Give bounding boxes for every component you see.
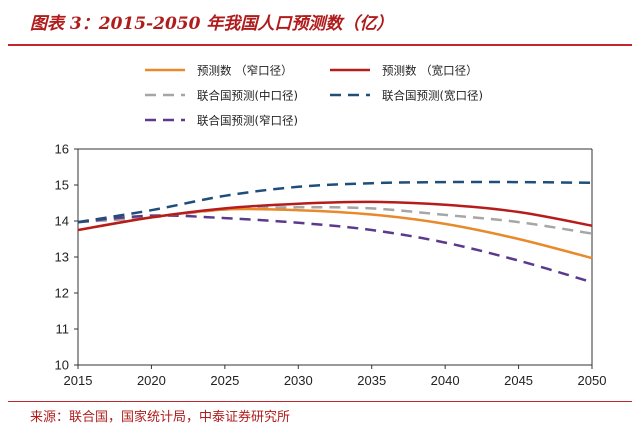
source-note: 来源：联合国，国家统计局，中泰证券研究所	[30, 410, 291, 425]
x-tick-label: 2045	[504, 373, 533, 388]
legend-label-5: 联合国预测(窄口径)	[197, 114, 298, 128]
chart-title: 图表 3：2015-2050 年我国人口预测数（亿）	[30, 14, 394, 34]
legend-label-3: 联合国预测(中口径)	[197, 89, 298, 103]
y-tick-label: 12	[55, 286, 69, 301]
series-line-5	[77, 214, 593, 284]
legend-label-1: 预测数 （窄口径）	[197, 64, 293, 78]
x-tick-label: 2050	[578, 373, 607, 388]
chart-series	[77, 180, 593, 284]
y-tick-label: 14	[55, 214, 69, 229]
chart-axes: 10 11 12 13 14 15 16 2015 2020 2025 2030 2035 2040 20…	[55, 142, 607, 389]
series-line-2	[77, 200, 593, 232]
x-tick-label: 2040	[431, 373, 460, 388]
x-tick-label: 2035	[357, 373, 386, 388]
series-line-4	[77, 180, 593, 224]
footer-divider	[8, 401, 632, 402]
y-tick-label: 11	[56, 322, 70, 337]
x-tick-label: 2025	[210, 373, 239, 388]
y-tick-label: 13	[55, 250, 69, 265]
title-divider	[8, 44, 632, 46]
x-tick-label: 2015	[64, 373, 93, 388]
legend-label-4: 联合国预测(宽口径)	[382, 89, 483, 103]
y-tick-label: 10	[55, 358, 69, 373]
x-tick-label: 2030	[284, 373, 313, 388]
legend-label-2: 预测数 （宽口径）	[382, 64, 478, 78]
y-tick-label: 15	[55, 178, 69, 193]
x-tick-label: 2020	[137, 373, 166, 388]
chart-legend: 预测数 （窄口径） 预测数 （宽口径） 联合国预测(中口径) 联合国预测(宽口径) 联合…	[145, 64, 483, 128]
y-tick-label: 16	[55, 142, 69, 157]
